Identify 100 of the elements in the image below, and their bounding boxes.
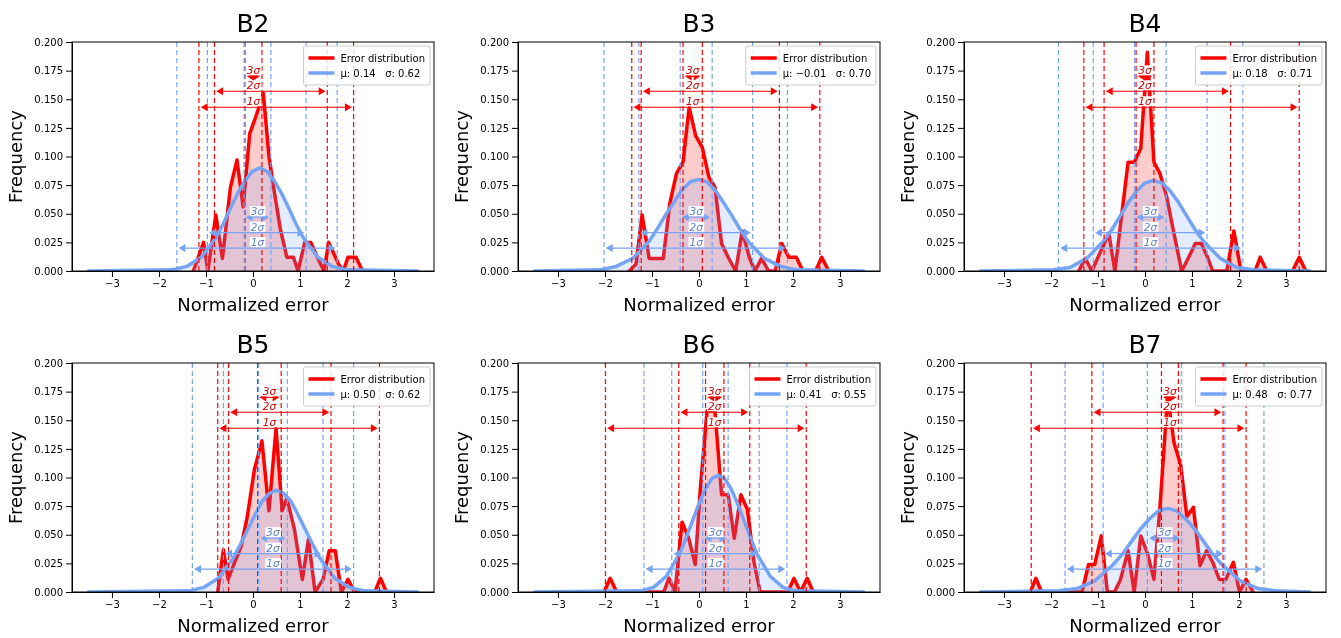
annotation: 1σ <box>1157 557 1172 570</box>
y-tick-label: 0.025 <box>926 558 955 570</box>
y-tick-label: 0.075 <box>34 500 63 512</box>
x-tick-label: −2 <box>1044 278 1059 290</box>
y-tick-label: 0.175 <box>34 386 63 398</box>
annotation: 3σ <box>685 64 700 77</box>
y-tick-label: 0.125 <box>926 122 955 134</box>
chart-title: B3 <box>682 9 716 38</box>
y-tick-label: 0.000 <box>34 265 63 277</box>
annotation: 2σ <box>708 400 722 413</box>
annotation: 2σ <box>266 541 280 554</box>
x-tick-label: 0 <box>250 599 257 611</box>
y-tick-label: 0.100 <box>480 472 509 484</box>
y-tick-label: 0.175 <box>926 65 955 77</box>
y-tick-label: 0.200 <box>480 357 509 369</box>
x-tick-label: −2 <box>598 599 613 611</box>
y-tick-label: 0.150 <box>34 93 63 105</box>
y-tick-label: 0.000 <box>34 586 63 598</box>
y-tick-label: 0.100 <box>926 151 955 163</box>
annotation: 2σ <box>246 79 261 92</box>
x-tick-label: −3 <box>997 599 1012 611</box>
legend-label: Error distribution <box>340 374 425 385</box>
x-tick-label: 0 <box>250 278 257 290</box>
annotation: 3σ <box>246 64 261 77</box>
chart-title: B5 <box>236 330 270 359</box>
x-tick-label: 3 <box>837 599 844 611</box>
x-tick-label: −1 <box>199 599 214 611</box>
x-tick-label: −1 <box>1091 278 1106 290</box>
x-tick-label: 2 <box>344 599 351 611</box>
y-tick-label: 0.025 <box>926 237 955 249</box>
x-tick-label: −2 <box>1044 599 1059 611</box>
y-axis-title: Frequency <box>5 109 26 203</box>
x-tick-label: 2 <box>1236 278 1243 290</box>
annotation: 2σ <box>1157 541 1172 554</box>
y-axis-title: Frequency <box>897 109 918 203</box>
y-tick-label: 0.175 <box>34 65 63 77</box>
x-tick-label: −2 <box>152 278 167 290</box>
y-tick-label: 0.150 <box>926 414 955 426</box>
legend-label: μ: 0.41 σ: 0.55 <box>786 389 867 400</box>
y-tick-label: 0.000 <box>480 586 509 598</box>
y-tick-label: 0.025 <box>480 237 509 249</box>
annotation: 1σ <box>1163 416 1177 429</box>
legend-label: μ: −0.01 σ: 0.70 <box>782 68 871 79</box>
annotation: 3σ <box>250 205 265 218</box>
x-tick-label: −2 <box>152 599 167 611</box>
legend-label: μ: 0.14 σ: 0.62 <box>340 68 421 79</box>
y-axis-title: Frequency <box>897 430 918 524</box>
y-tick-label: 0.025 <box>34 237 63 249</box>
x-tick-label: 1 <box>743 599 750 611</box>
y-tick-label: 0.200 <box>34 36 63 48</box>
annotation: 1σ <box>266 557 280 570</box>
legend-label: Error distribution <box>340 53 425 64</box>
y-axis-title: Frequency <box>5 430 26 524</box>
x-tick-label: 1 <box>297 599 304 611</box>
x-tick-label: −1 <box>199 278 214 290</box>
y-tick-label: 0.050 <box>926 208 955 220</box>
legend-label: Error distribution <box>782 53 868 64</box>
chart-title: B7 <box>1128 330 1162 359</box>
y-tick-label: 0.100 <box>926 472 955 484</box>
y-tick-label: 0.125 <box>926 443 955 455</box>
annotation: 2σ <box>262 400 277 413</box>
y-tick-label: 0.050 <box>34 208 63 220</box>
x-axis-title: Normalized error <box>177 615 330 636</box>
annotation: 3σ <box>708 385 722 398</box>
annotation: 2σ <box>685 79 700 92</box>
x-axis-title: Normalized error <box>177 294 330 315</box>
x-tick-label: −1 <box>645 599 660 611</box>
y-tick-label: 0.100 <box>480 151 509 163</box>
annotation: 1σ <box>1143 236 1158 249</box>
y-tick-label: 0.100 <box>34 472 63 484</box>
y-tick-label: 0.075 <box>926 500 955 512</box>
y-tick-label: 0.025 <box>480 558 509 570</box>
annotation: 1σ <box>250 236 265 249</box>
annotation: 2σ <box>1143 220 1158 233</box>
x-tick-label: −1 <box>645 278 660 290</box>
legend-label: μ: 0.18 σ: 0.71 <box>1232 68 1313 79</box>
annotation: 3σ <box>1163 385 1177 398</box>
x-tick-label: −1 <box>1091 599 1106 611</box>
y-tick-label: 0.050 <box>480 529 509 541</box>
annotation: 3σ <box>262 385 277 398</box>
y-tick-label: 0.150 <box>926 93 955 105</box>
annotation: 1σ <box>708 416 722 429</box>
x-tick-label: −3 <box>105 278 120 290</box>
annotation: 2σ <box>1163 400 1177 413</box>
annotation: 1σ <box>708 557 723 570</box>
y-tick-label: 0.200 <box>34 357 63 369</box>
y-axis-title: Frequency <box>451 430 472 524</box>
x-tick-label: −3 <box>551 599 566 611</box>
legend-label: Error distribution <box>1232 53 1317 64</box>
x-tick-label: 0 <box>696 278 703 290</box>
annotation: 2σ <box>1138 79 1153 92</box>
annotation: 3σ <box>689 205 704 218</box>
annotation: 2σ <box>250 220 265 233</box>
annotation: 1σ <box>246 95 261 108</box>
x-tick-label: 2 <box>344 278 351 290</box>
y-tick-label: 0.000 <box>480 265 509 277</box>
y-tick-label: 0.175 <box>480 386 509 398</box>
x-tick-label: 0 <box>696 599 703 611</box>
y-tick-label: 0.075 <box>34 179 63 191</box>
x-tick-label: 3 <box>1283 278 1290 290</box>
